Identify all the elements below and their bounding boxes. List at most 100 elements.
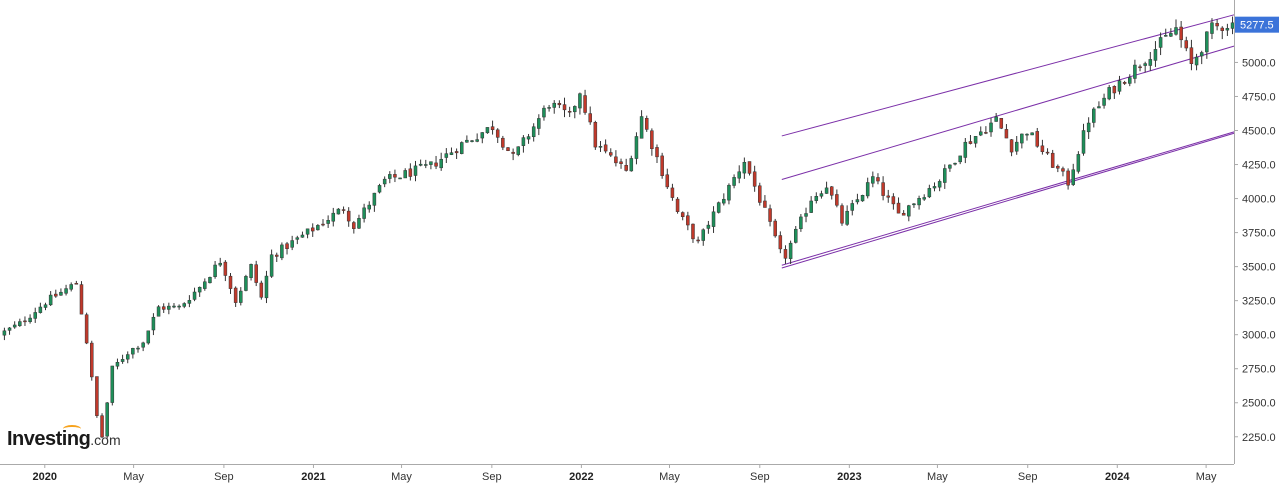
candle-up: [131, 347, 135, 355]
candle-up: [578, 93, 582, 109]
candle-down: [352, 222, 356, 229]
candle-up: [12, 324, 17, 328]
candle-up: [424, 164, 428, 166]
candle-up: [1169, 33, 1173, 37]
candle-up: [927, 188, 932, 198]
candle-down: [562, 104, 567, 111]
candle-up: [1163, 35, 1168, 37]
candle-down: [835, 194, 839, 206]
candle-up: [1014, 141, 1019, 152]
candle-down: [999, 118, 1004, 129]
candle-down: [655, 147, 659, 158]
candle-up: [737, 171, 741, 179]
candle-down: [603, 144, 608, 152]
candle-up: [403, 170, 407, 179]
candle-up: [547, 107, 551, 109]
y-tick-label: 3500.0: [1242, 262, 1276, 274]
candle-down: [984, 132, 988, 134]
y-tick-label: 3000.0: [1242, 330, 1276, 342]
candle-down: [768, 208, 772, 222]
y-tick-label: 4000.0: [1242, 194, 1276, 206]
candle-up: [357, 218, 361, 229]
candle-up: [213, 264, 217, 277]
candle-down: [434, 162, 438, 167]
candle-up: [146, 330, 151, 344]
candle-down: [747, 161, 752, 174]
candle-up: [917, 198, 921, 206]
candle-down: [583, 95, 587, 113]
trendline: [781, 14, 1235, 137]
candle-down: [670, 187, 675, 198]
candle-up: [382, 178, 387, 185]
candle-down: [680, 212, 685, 217]
candle-up: [860, 195, 865, 202]
candle-down: [763, 200, 767, 208]
candle-down: [341, 209, 346, 211]
candle-up: [922, 197, 926, 200]
candle-down: [881, 182, 885, 196]
candle-up: [156, 306, 161, 317]
candle-up: [48, 294, 53, 306]
candle-up: [300, 234, 305, 238]
candle-up: [18, 321, 22, 326]
candle-up: [809, 200, 813, 213]
y-tick-label: 4750.0: [1242, 91, 1276, 103]
candle-down: [1061, 168, 1065, 172]
candle-up: [177, 305, 181, 308]
candle-up: [465, 139, 469, 143]
candle-down: [321, 223, 325, 226]
candle-up: [794, 228, 798, 243]
candle-up: [264, 275, 269, 299]
candle-down: [886, 195, 890, 198]
candle-down: [752, 171, 757, 187]
candle-up: [531, 126, 536, 138]
candle-up: [7, 327, 12, 331]
candle-up: [706, 224, 711, 229]
candle-up: [2, 330, 7, 336]
candle-up: [819, 193, 824, 197]
candle-down: [393, 174, 397, 178]
candle-up: [187, 300, 192, 304]
candle-up: [1102, 97, 1106, 106]
candle-up: [280, 244, 284, 259]
candle-up: [151, 316, 156, 331]
candle-up: [1128, 77, 1132, 84]
candle-up: [418, 163, 423, 166]
candle-up: [711, 211, 716, 227]
candle-up: [125, 354, 130, 360]
candle-up: [372, 192, 377, 206]
candle-down: [1045, 151, 1050, 154]
candle-up: [331, 212, 336, 222]
candle-down: [1035, 131, 1040, 147]
trendline: [781, 131, 1235, 266]
candle-down: [840, 205, 844, 224]
candle-up: [470, 140, 474, 142]
candle-down: [891, 196, 896, 205]
candle-down: [275, 254, 279, 257]
candle-down: [567, 111, 572, 113]
logo-wordmark: Investing: [7, 425, 91, 451]
candle-up: [480, 132, 485, 139]
candle-down: [1056, 165, 1060, 169]
candle-up: [994, 116, 998, 122]
candle-up: [552, 102, 556, 108]
candle-down: [665, 174, 670, 188]
candle-up: [722, 198, 726, 204]
candle-up: [43, 304, 48, 308]
candle-down: [84, 314, 89, 344]
candle-up: [1025, 133, 1029, 136]
x-tick-label: 2021: [301, 471, 325, 483]
candle-up: [239, 290, 243, 303]
candle-down: [557, 102, 562, 106]
candle-up: [598, 146, 603, 148]
candle-up: [59, 291, 63, 296]
candle-up: [136, 347, 140, 350]
candle-down: [1189, 47, 1194, 64]
candle-up: [1158, 37, 1163, 48]
candle-down: [758, 185, 762, 203]
candle-up: [444, 153, 449, 158]
candle-up: [516, 146, 521, 155]
candle-down: [1066, 170, 1070, 186]
